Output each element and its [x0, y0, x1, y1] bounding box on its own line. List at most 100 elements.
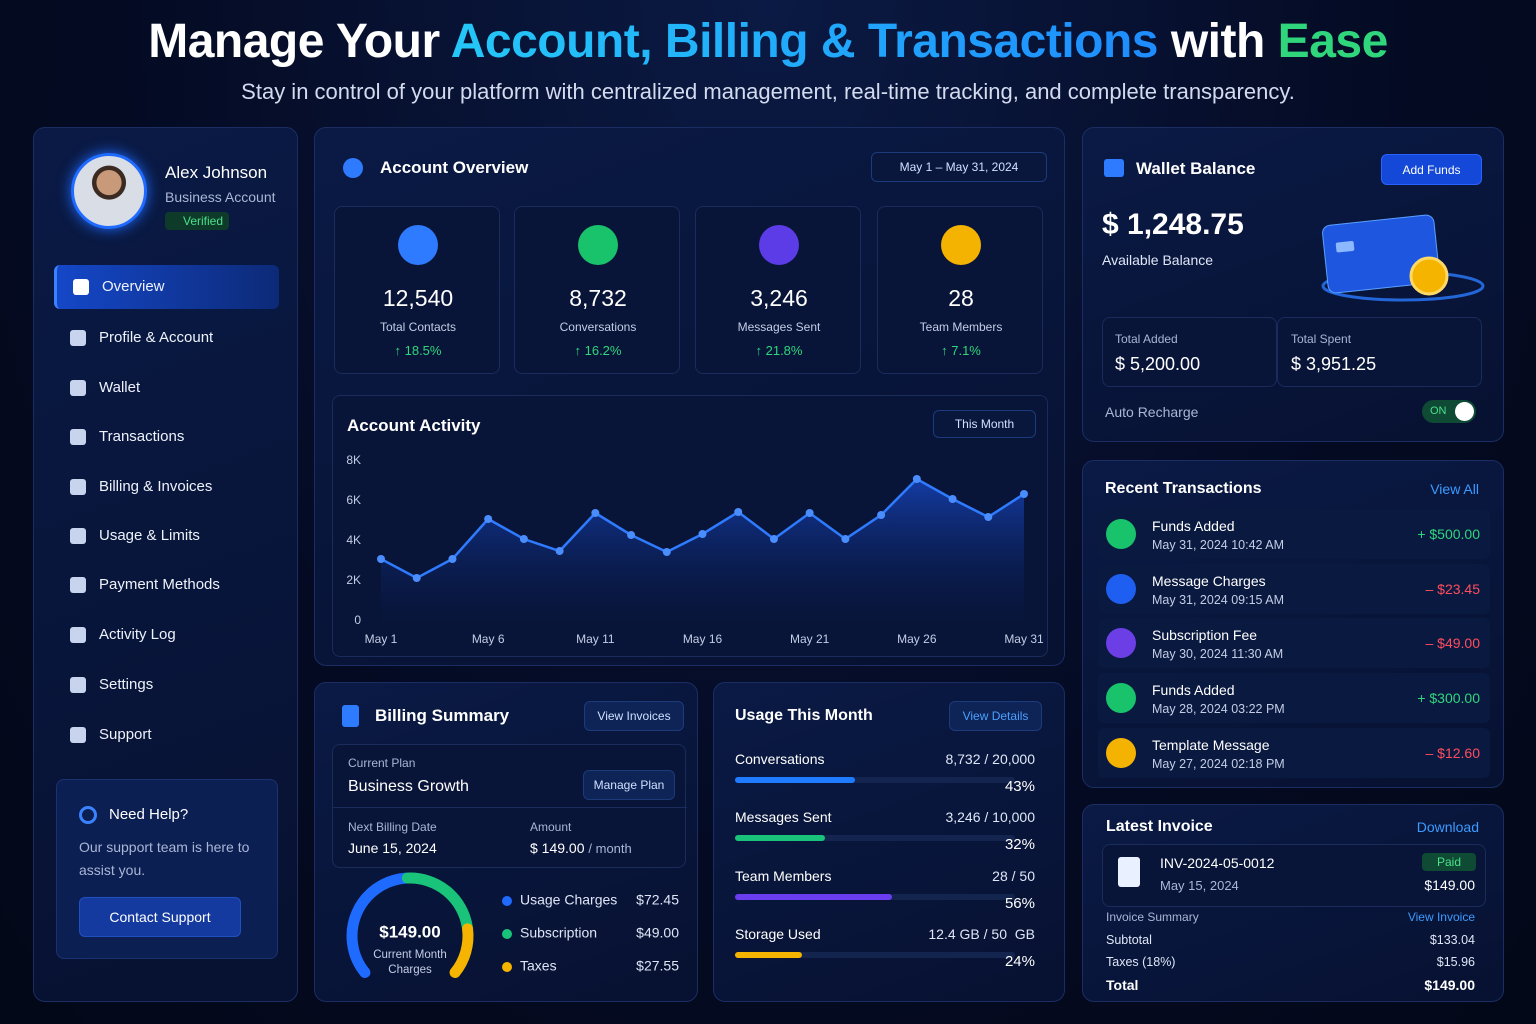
legend-value: $27.55: [636, 958, 679, 974]
view-details-button[interactable]: View Details: [949, 701, 1042, 731]
transaction-date: May 30, 2024 11:30 AM: [1152, 647, 1284, 661]
data-point: [412, 574, 421, 582]
nav-item[interactable]: Profile & Account: [54, 316, 279, 360]
plan-name: Business Growth: [348, 778, 469, 795]
avatar: [71, 153, 147, 229]
nav-item[interactable]: Wallet: [54, 366, 279, 410]
transactions-title: Recent Transactions: [1105, 480, 1262, 497]
nav-item[interactable]: Payment Methods: [54, 563, 279, 607]
usage-amount: 3,246 / 10,000: [945, 809, 1035, 825]
transaction-name: Template Message: [1152, 737, 1270, 753]
transaction-icon: [1106, 519, 1136, 549]
nav-item[interactable]: Activity Log: [54, 613, 279, 657]
data-point: [662, 548, 671, 556]
usage-name: Conversations: [735, 751, 825, 767]
toggle-knob: [1455, 402, 1474, 421]
transaction-amount: – $49.00: [1425, 635, 1481, 651]
auto-recharge-toggle[interactable]: ON: [1422, 400, 1476, 423]
data-point: [377, 555, 385, 563]
date-range-dropdown[interactable]: May 1 – May 31, 2024: [871, 152, 1047, 182]
nav-item[interactable]: Settings: [54, 663, 279, 707]
contact-support-button[interactable]: Contact Support: [79, 897, 241, 937]
invoice-row-label: Total: [1106, 977, 1139, 993]
view-invoices-button[interactable]: View Invoices: [584, 701, 684, 731]
invoice-row-value: $133.04: [1429, 933, 1475, 947]
nav-icon: [70, 429, 86, 445]
manage-plan-button[interactable]: Manage Plan: [583, 770, 675, 800]
plan-card: Current Plan Business Growth Manage Plan…: [332, 744, 687, 868]
invoice-box: INV-2024-05-0012 May 15, 2024 Paid $149.…: [1102, 844, 1486, 907]
wallet-icon: [1104, 159, 1124, 177]
transaction-icon: [1106, 628, 1136, 658]
stat-card: 28 Team Members ↑ 7.1%: [877, 206, 1043, 374]
nav-label: Payment Methods: [99, 576, 220, 593]
stat-icon: [941, 225, 981, 265]
nav-icon: [70, 479, 86, 495]
account-overview: Account Overview May 1 – May 31, 2024 Ac…: [314, 127, 1065, 666]
stat-card: 3,246 Messages Sent ↑ 21.8%: [695, 206, 861, 374]
transaction-name: Funds Added: [1152, 518, 1235, 534]
legend-dot: [502, 962, 512, 972]
y-tick-label: 2K: [346, 573, 361, 587]
stat-label: Team Members: [919, 320, 1003, 334]
period-dropdown[interactable]: This Month: [933, 410, 1036, 438]
usage-track: [735, 835, 1015, 841]
usage-amount: 12.4 GB / 50 GB: [928, 926, 1035, 942]
help-text: Our support team is here to assist you.: [79, 839, 250, 878]
nav-item[interactable]: Transactions: [54, 415, 279, 459]
nav-item[interactable]: Overview: [54, 265, 279, 309]
invoice-row-label: Taxes (18%): [1106, 955, 1176, 969]
x-tick-label: May 26: [897, 632, 937, 646]
stat-change: ↑ 16.2%: [574, 343, 622, 358]
total-spent-box: Total Spent $ 3,951.25: [1277, 317, 1482, 387]
nav-icon: [70, 577, 86, 593]
total-added-box: Total Added $ 5,200.00: [1102, 317, 1277, 387]
transaction-date: May 27, 2024 02:18 PM: [1152, 757, 1285, 771]
auto-recharge-label: Auto Recharge: [1105, 404, 1199, 420]
usage-track: [735, 777, 1015, 783]
nav-item[interactable]: Billing & Invoices: [54, 465, 279, 509]
data-point: [627, 531, 636, 539]
transaction-date: May 28, 2024 03:22 PM: [1152, 702, 1285, 716]
legend-dot: [502, 896, 512, 906]
overview-icon: [343, 158, 363, 178]
download-link[interactable]: Download: [1416, 819, 1479, 835]
transaction-name: Message Charges: [1152, 573, 1266, 589]
wallet-title: Wallet Balance: [1136, 159, 1256, 178]
usage-name: Team Members: [735, 868, 832, 884]
view-invoice-link[interactable]: View Invoice: [1407, 910, 1475, 924]
sidebar: Alex Johnson Business Account Verified N…: [33, 127, 298, 1002]
data-point: [912, 475, 921, 483]
invoice-amount: $149.00: [1424, 877, 1475, 893]
gauge-center: $149.00: [379, 922, 440, 941]
y-tick-label: 6K: [346, 493, 361, 507]
data-point: [984, 513, 993, 521]
usage-bar: [735, 777, 856, 783]
view-all-link[interactable]: View All: [1430, 481, 1479, 497]
stat-value: 12,540: [382, 285, 454, 311]
stat-value: 8,732: [569, 285, 627, 311]
stat-icon: [578, 225, 618, 265]
total-added-label: Total Added: [1115, 332, 1178, 346]
nav-item[interactable]: Usage & Limits: [54, 514, 279, 558]
add-funds-button[interactable]: Add Funds: [1381, 154, 1482, 185]
nav-item[interactable]: Support: [54, 713, 279, 757]
legend-label: Usage Charges: [520, 892, 617, 908]
profile-name: Alex Johnson: [165, 163, 268, 182]
document-icon: [1118, 857, 1140, 887]
amount-period: / month: [588, 841, 632, 856]
recent-transactions: Recent Transactions View All Funds Added…: [1082, 460, 1504, 788]
usage-panel: Usage This Month View Details Conversati…: [713, 682, 1065, 1002]
data-point: [948, 495, 957, 503]
x-tick-label: May 31: [1004, 632, 1044, 646]
transaction-name: Subscription Fee: [1152, 627, 1258, 643]
overview-title: Account Overview: [380, 158, 529, 177]
transaction-amount: – $12.60: [1425, 745, 1481, 761]
usage-bar: [735, 894, 892, 900]
transaction-name: Funds Added: [1152, 682, 1235, 698]
usage-name: Storage Used: [735, 926, 821, 942]
transaction-date: May 31, 2024 09:15 AM: [1152, 593, 1285, 607]
nav-label: Transactions: [99, 428, 185, 445]
nav-label: Overview: [102, 278, 165, 295]
nav-icon: [70, 380, 86, 396]
